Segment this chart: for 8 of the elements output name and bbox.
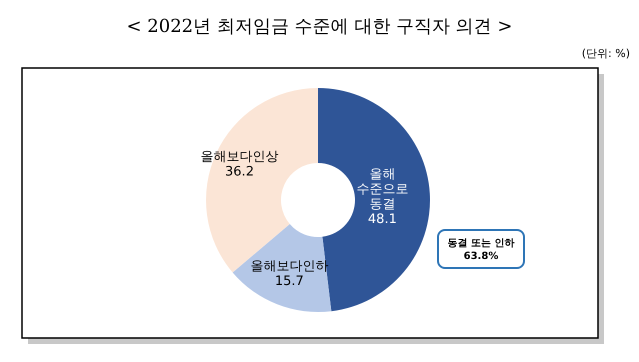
slice-label: 올해보다인상 [200, 150, 279, 165]
data-label: 15.7 [274, 274, 304, 290]
data-label: 36.2 [225, 164, 254, 180]
data-label: 48.1 [368, 212, 397, 228]
slice-label: 올해 수준으로 동결 [356, 167, 408, 212]
chart-title: < 2022년 최저임금 수준에 대한 구직자 의견 > [126, 16, 513, 37]
text: (단위: %) [582, 47, 630, 60]
callout: 동결 또는 인하 63.8% [437, 229, 525, 269]
